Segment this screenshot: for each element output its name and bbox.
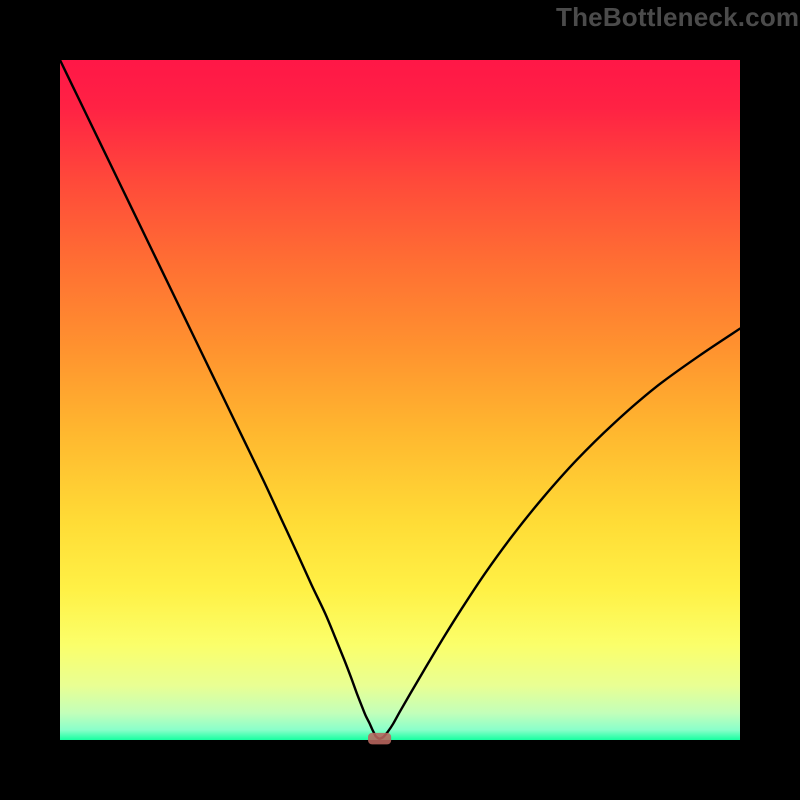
watermark-text: TheBottleneck.com — [556, 2, 799, 33]
chart-frame — [30, 30, 770, 770]
bottleneck-chart — [30, 30, 770, 770]
optimum-marker — [368, 733, 391, 745]
